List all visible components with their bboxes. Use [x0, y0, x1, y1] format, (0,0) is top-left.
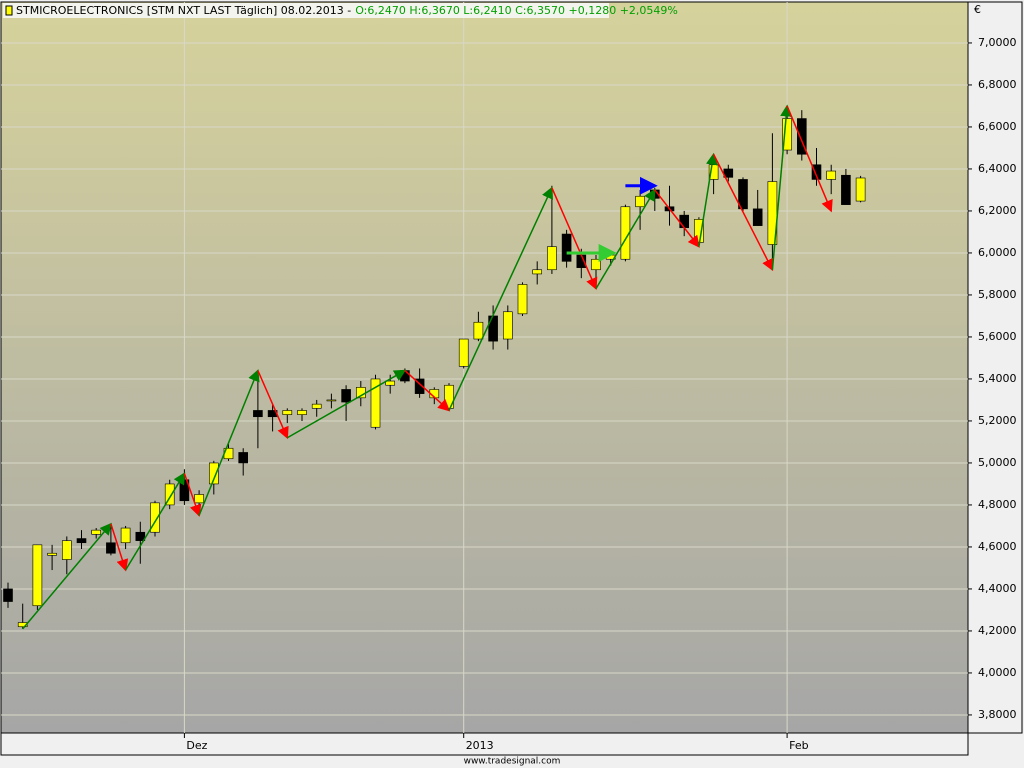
candle-body	[811, 164, 822, 180]
candle-body	[150, 502, 160, 533]
candle-body	[106, 542, 116, 554]
zigzag-leg	[404, 369, 451, 412]
candle-body	[32, 544, 43, 607]
candle-body	[385, 380, 396, 386]
zigzag-leg	[22, 522, 112, 630]
candle-body	[473, 321, 484, 340]
y-tick-label: 6,8000	[978, 78, 1017, 91]
zigzag-leg	[551, 187, 598, 291]
zigzag-leg	[183, 473, 202, 517]
zigzag-leg	[110, 523, 129, 572]
candle-body	[326, 399, 337, 402]
y-tick-label: 5,8000	[978, 288, 1017, 301]
candle-body	[370, 378, 381, 428]
candle-body	[826, 170, 837, 180]
y-tick-label: 5,6000	[978, 330, 1017, 343]
candle-body	[3, 588, 13, 602]
candle-body	[855, 177, 866, 202]
y-tick-label: 4,8000	[978, 498, 1017, 511]
candle-body	[61, 540, 72, 560]
candle-body	[752, 208, 763, 226]
title-box	[3, 3, 609, 18]
candle-body	[120, 527, 131, 544]
y-tick-label: 3,8000	[978, 708, 1017, 721]
chart-title: STMICROELECTRONICS [STM NXT LAST Täglich…	[16, 4, 351, 17]
x-tick-label: Dez	[186, 739, 207, 752]
candle-body	[238, 452, 248, 464]
candle-body	[488, 315, 498, 342]
y-tick-label: 4,4000	[978, 582, 1017, 595]
candle-body	[679, 214, 690, 229]
footer: www.tradesignal.com	[464, 757, 561, 767]
y-tick-label: 5,4000	[978, 372, 1017, 385]
y-tick-label: 4,0000	[978, 666, 1017, 679]
y-tick-label: 7,0000	[978, 36, 1017, 49]
candle-body	[591, 258, 601, 271]
currency: €	[974, 3, 981, 16]
plot-area	[0, 1, 969, 734]
candle-body	[547, 246, 557, 271]
title-icon	[5, 5, 13, 16]
candle-body	[561, 233, 572, 262]
x-tick-label: 2013	[466, 739, 494, 752]
candle-body	[532, 269, 543, 275]
y-tick-label: 6,6000	[978, 120, 1017, 133]
y-tick-label: 6,4000	[978, 162, 1017, 175]
candle-body	[341, 389, 351, 403]
zigzag-leg	[257, 370, 289, 440]
zigzag-leg	[712, 153, 774, 272]
zigzag-leg	[654, 189, 700, 248]
candle-body	[209, 462, 219, 485]
y-tick-label: 6,0000	[978, 246, 1017, 259]
zigzag-leg	[286, 369, 407, 439]
candle-body	[414, 378, 425, 394]
candle-body	[297, 410, 307, 415]
candle-body	[738, 179, 748, 210]
candle-body	[135, 531, 146, 541]
candle-body	[517, 284, 528, 315]
zigzag-leg	[124, 472, 186, 571]
candle-body	[502, 311, 513, 340]
zigzag-leg	[595, 188, 656, 290]
candle-body	[458, 338, 469, 367]
candle-body	[47, 552, 57, 556]
candle-body	[635, 195, 645, 208]
y-tick-label: 6,2000	[978, 204, 1017, 217]
zigzag-leg	[771, 104, 793, 270]
candle-body	[282, 410, 293, 415]
x-tick-label: Feb	[789, 739, 808, 752]
candle-body	[841, 174, 851, 205]
candle-body	[253, 410, 263, 418]
candle-body	[76, 538, 87, 544]
candle-body	[91, 529, 101, 535]
zigzag-leg	[198, 369, 260, 516]
candle-body	[782, 118, 792, 151]
y-tick-label: 4,6000	[978, 540, 1017, 553]
zigzag-leg	[698, 152, 718, 247]
candle-body	[311, 403, 322, 409]
x-axis-panel	[0, 732, 969, 756]
quote: O:6,2470 H:6,3670 L:6,2410 C:6,3570 +0,1…	[355, 4, 678, 17]
y-tick-label: 5,2000	[978, 414, 1017, 427]
y-tick-label: 4,2000	[978, 624, 1017, 637]
zigzag-leg	[786, 105, 833, 213]
candle-body	[164, 483, 175, 506]
zigzag-leg	[448, 186, 553, 411]
y-tick-label: 5,0000	[978, 456, 1017, 469]
y-axis-panel	[967, 1, 1023, 734]
candle-body	[796, 118, 807, 155]
candle-body	[194, 494, 204, 504]
